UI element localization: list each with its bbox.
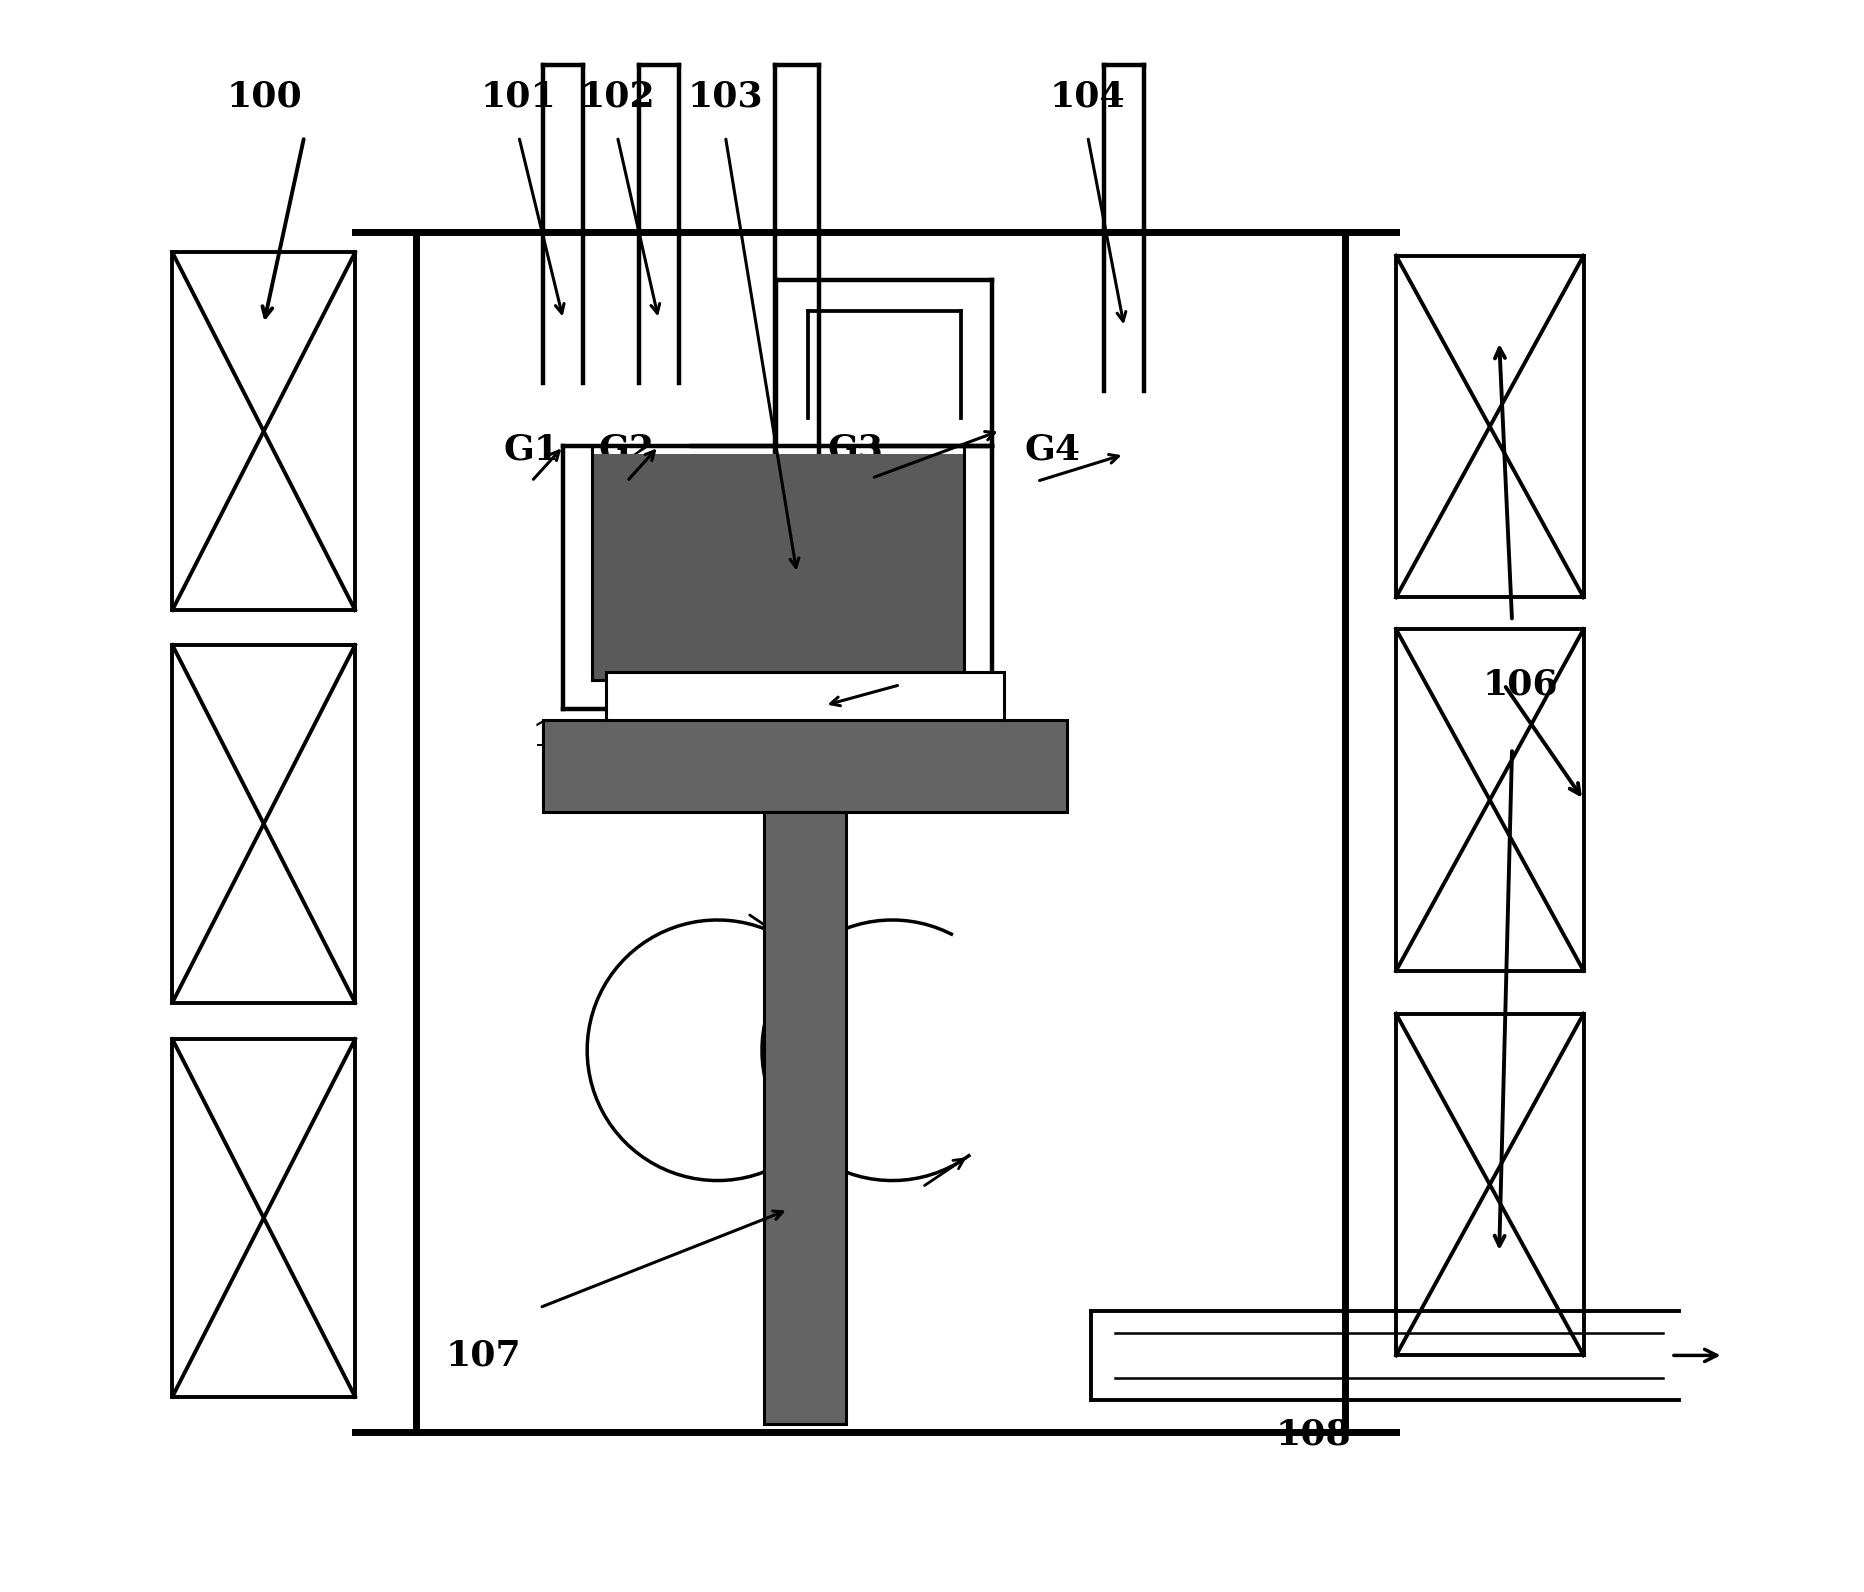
Text: 103: 103 [688, 80, 762, 113]
Text: 104: 104 [1049, 80, 1126, 113]
Text: G2: G2 [598, 433, 654, 466]
Text: 107: 107 [445, 1339, 522, 1372]
Text: 101: 101 [481, 80, 557, 113]
Text: 100: 100 [227, 80, 302, 113]
Bar [542, 720, 1066, 812]
Bar [171, 645, 356, 1003]
Bar [1396, 1014, 1584, 1355]
Bar [1396, 629, 1584, 971]
Bar [606, 672, 1003, 720]
Text: G4: G4 [1025, 433, 1081, 466]
Text: 106: 106 [1482, 667, 1558, 702]
Text: 109: 109 [878, 632, 954, 667]
Bar [171, 253, 356, 610]
Bar [171, 1040, 356, 1396]
Text: 102: 102 [580, 80, 654, 113]
Bar [764, 812, 846, 1423]
Text: G3: G3 [828, 433, 884, 466]
Bar [593, 454, 964, 680]
Text: 105: 105 [531, 718, 608, 753]
Text: 108: 108 [1275, 1418, 1351, 1452]
Text: G1: G1 [503, 433, 559, 466]
Bar [1396, 256, 1584, 597]
